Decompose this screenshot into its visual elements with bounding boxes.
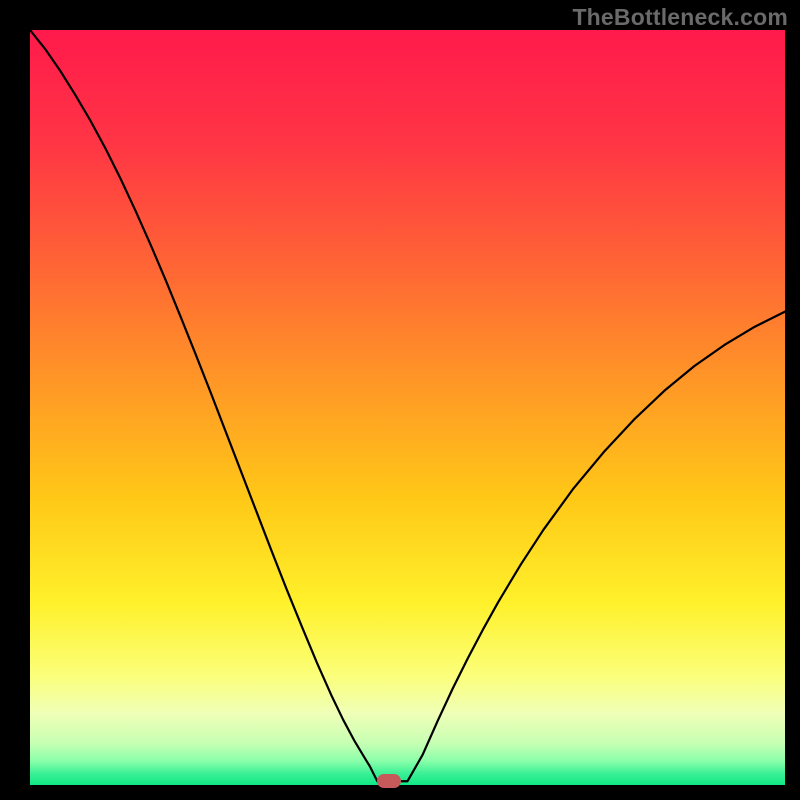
optimal-point-marker — [377, 774, 401, 788]
chart-outer-frame: TheBottleneck.com — [0, 0, 800, 800]
watermark-text: TheBottleneck.com — [572, 4, 788, 31]
bottleneck-curve — [30, 30, 785, 781]
curve-svg — [30, 30, 785, 785]
plot-area — [30, 30, 785, 785]
